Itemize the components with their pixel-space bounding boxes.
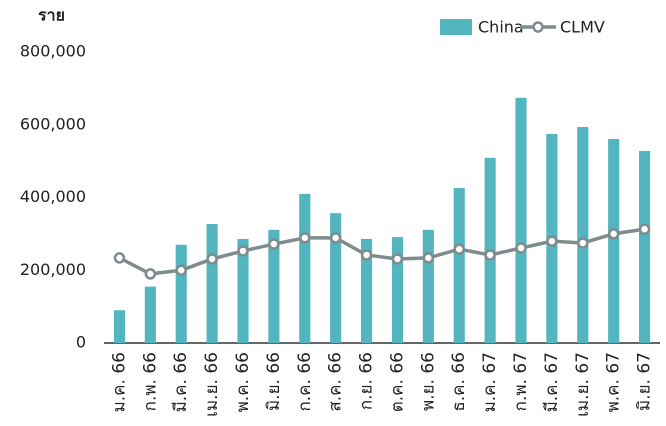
x-tick-label: พ.ย. 66 — [418, 352, 438, 411]
x-tick-label: ก.พ. 66 — [140, 352, 160, 411]
bar — [638, 150, 651, 343]
bar — [175, 244, 187, 343]
legend-label: CLMV — [560, 18, 605, 37]
bar — [608, 138, 620, 343]
x-tick-label: ต.ค. 66 — [387, 352, 407, 412]
y-tick-label: 0 — [76, 333, 86, 352]
line-marker — [607, 228, 620, 240]
bar — [237, 238, 249, 343]
y-tick-label: 800,000 — [20, 42, 86, 61]
line-marker — [237, 245, 249, 257]
line-marker — [453, 243, 465, 255]
line-marker — [391, 253, 404, 265]
line-marker — [144, 268, 157, 280]
x-tick-label: มิ.ย. 67 — [635, 352, 655, 411]
line-marker — [546, 235, 558, 247]
line-marker — [360, 249, 373, 261]
x-tick-label: เม.ย. 66 — [202, 352, 222, 417]
bar — [113, 310, 126, 343]
x-tick-label: ส.ค. 66 — [326, 352, 346, 412]
line-marker — [577, 237, 589, 249]
y-tick-label: 600,000 — [20, 114, 86, 133]
bar — [422, 229, 434, 343]
x-tick-label: มี.ค. 67 — [542, 352, 562, 412]
line-marker — [638, 223, 651, 235]
bar — [299, 193, 311, 343]
line-marker — [206, 253, 218, 265]
y-tick-label: 200,000 — [20, 260, 86, 279]
x-tick-label: ธ.ค. 66 — [449, 352, 469, 412]
x-tick-label: พ.ค. 67 — [604, 352, 624, 412]
bar — [268, 229, 280, 343]
x-tick-label: มี.ค. 66 — [171, 352, 191, 412]
x-tick-label: ก.พ. 67 — [511, 352, 531, 411]
x-tick-label: ก.ค. 66 — [295, 352, 315, 412]
bar — [391, 237, 404, 343]
x-tick-label: พ.ค. 66 — [233, 352, 253, 412]
legend-marker — [532, 21, 544, 33]
y-axis-label: ราย — [38, 6, 65, 25]
bar — [144, 286, 156, 343]
bar — [360, 238, 373, 343]
bar — [577, 126, 589, 344]
y-tick-label: 400,000 — [20, 187, 86, 206]
x-tick-label: ก.ย. 66 — [357, 352, 377, 410]
line-marker — [299, 232, 311, 244]
x-tick-label: มิ.ย. 66 — [264, 352, 284, 411]
bar — [206, 224, 218, 343]
line-marker — [484, 249, 496, 261]
x-tick-label: เม.ย. 67 — [573, 352, 593, 417]
x-tick-label: ม.ค. 67 — [480, 352, 500, 412]
bar — [330, 213, 342, 343]
line-marker — [329, 232, 342, 244]
line — [118, 227, 645, 276]
bar — [453, 188, 465, 343]
line-marker — [175, 264, 187, 276]
x-tick-label: ม.ค. 66 — [109, 352, 129, 412]
bar — [515, 97, 527, 344]
legend-label: China — [478, 18, 524, 37]
line-marker — [113, 252, 126, 264]
line-marker — [268, 238, 280, 250]
line-marker — [515, 242, 527, 254]
line-marker — [422, 252, 435, 264]
legend-swatch — [440, 19, 472, 35]
